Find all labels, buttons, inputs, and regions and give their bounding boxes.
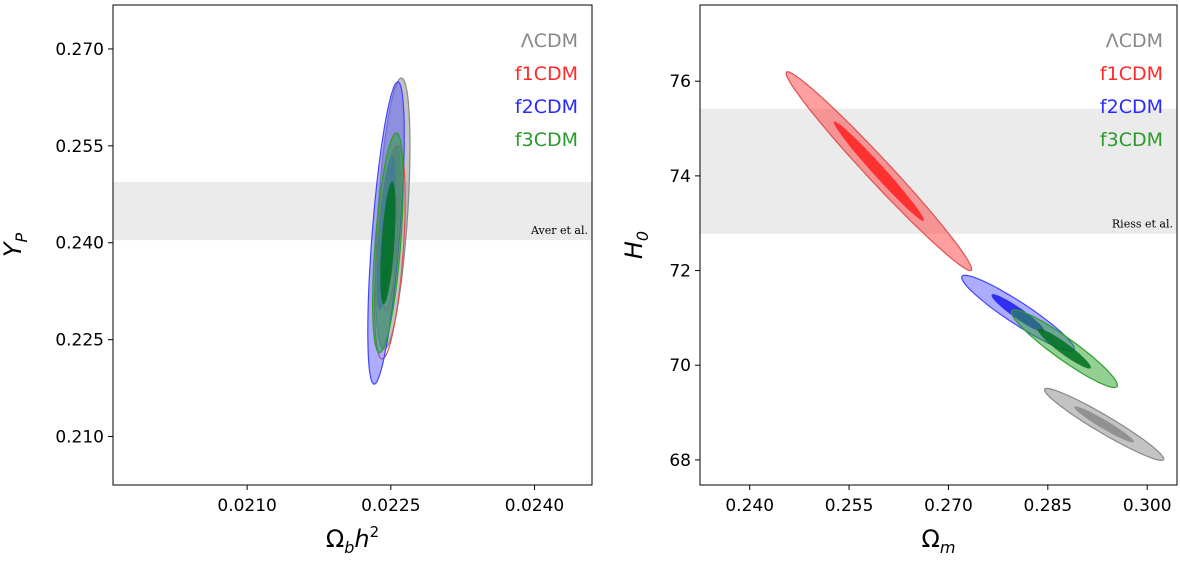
y-axis-label: YP <box>0 232 31 257</box>
contours <box>367 77 411 385</box>
panel-2: Riess et al. 0.240 0.255 0.270 0.285 0.300 68 7… <box>620 4 1178 557</box>
x-axis-label: Ωm <box>922 525 956 557</box>
legend: ΛCDM f1CDM f2CDM f3CDM <box>515 30 578 151</box>
x-tick-label: 0.270 <box>924 496 973 516</box>
band-label: Riess et al. <box>1112 218 1173 231</box>
legend-entry: f2CDM <box>515 96 578 118</box>
x-tick-label: 0.240 <box>725 496 774 516</box>
contour-f3cdm <box>1010 309 1119 389</box>
y-tick-label: 0.270 <box>55 40 104 60</box>
legend-entry: f3CDM <box>515 129 578 151</box>
y-tick-label: 0.225 <box>55 331 104 351</box>
x-tick-label: 0.285 <box>1023 496 1072 516</box>
contour-1sigma <box>1074 406 1134 443</box>
legend-entry: f1CDM <box>1100 63 1163 85</box>
contour-1sigma <box>1037 328 1091 369</box>
legend-entry: f3CDM <box>1100 129 1163 151</box>
legend-entry: f1CDM <box>515 63 578 85</box>
measurement-band <box>113 182 592 241</box>
panel-1: Aver et al. 0.0210 0.0225 0.0240 0.210 0.225 0… <box>0 4 593 557</box>
contour-cdm <box>1043 387 1165 462</box>
y-tick-label: 76 <box>669 72 691 92</box>
contour-1sigma <box>833 121 924 221</box>
legend-entry: f2CDM <box>1100 96 1163 118</box>
axes-frame <box>112 4 593 486</box>
measurement-band <box>700 108 1177 234</box>
x-tick-label: 0.0210 <box>217 496 276 516</box>
x-axis-label: Ωbh2 <box>326 523 379 557</box>
legend-entry: ΛCDM <box>1106 30 1163 52</box>
y-tick-label: 74 <box>669 167 691 187</box>
contour-f3cdm <box>371 132 404 354</box>
y-tick-label: 72 <box>669 262 691 282</box>
x-tick-label: 0.255 <box>825 496 874 516</box>
legend-entry: ΛCDM <box>521 30 578 52</box>
contours <box>785 71 1165 462</box>
legend: ΛCDM f1CDM f2CDM f3CDM <box>1100 30 1163 151</box>
axes-frame <box>699 4 1178 486</box>
x-tick-label: 0.0225 <box>361 496 420 516</box>
y-axis-label: H0 <box>620 231 652 259</box>
x-tick-label: 0.0240 <box>505 496 564 516</box>
band-label: Aver et al. <box>530 224 588 237</box>
y-tick-label: 0.255 <box>55 137 104 157</box>
y-tick-label: 68 <box>669 451 691 471</box>
contour-1sigma <box>380 181 396 305</box>
y-tick-label: 0.240 <box>55 234 104 254</box>
y-tick-label: 70 <box>669 356 691 376</box>
x-tick-label: 0.300 <box>1123 496 1172 516</box>
y-tick-label: 0.210 <box>55 428 104 448</box>
contour-f1cdm <box>785 71 973 272</box>
